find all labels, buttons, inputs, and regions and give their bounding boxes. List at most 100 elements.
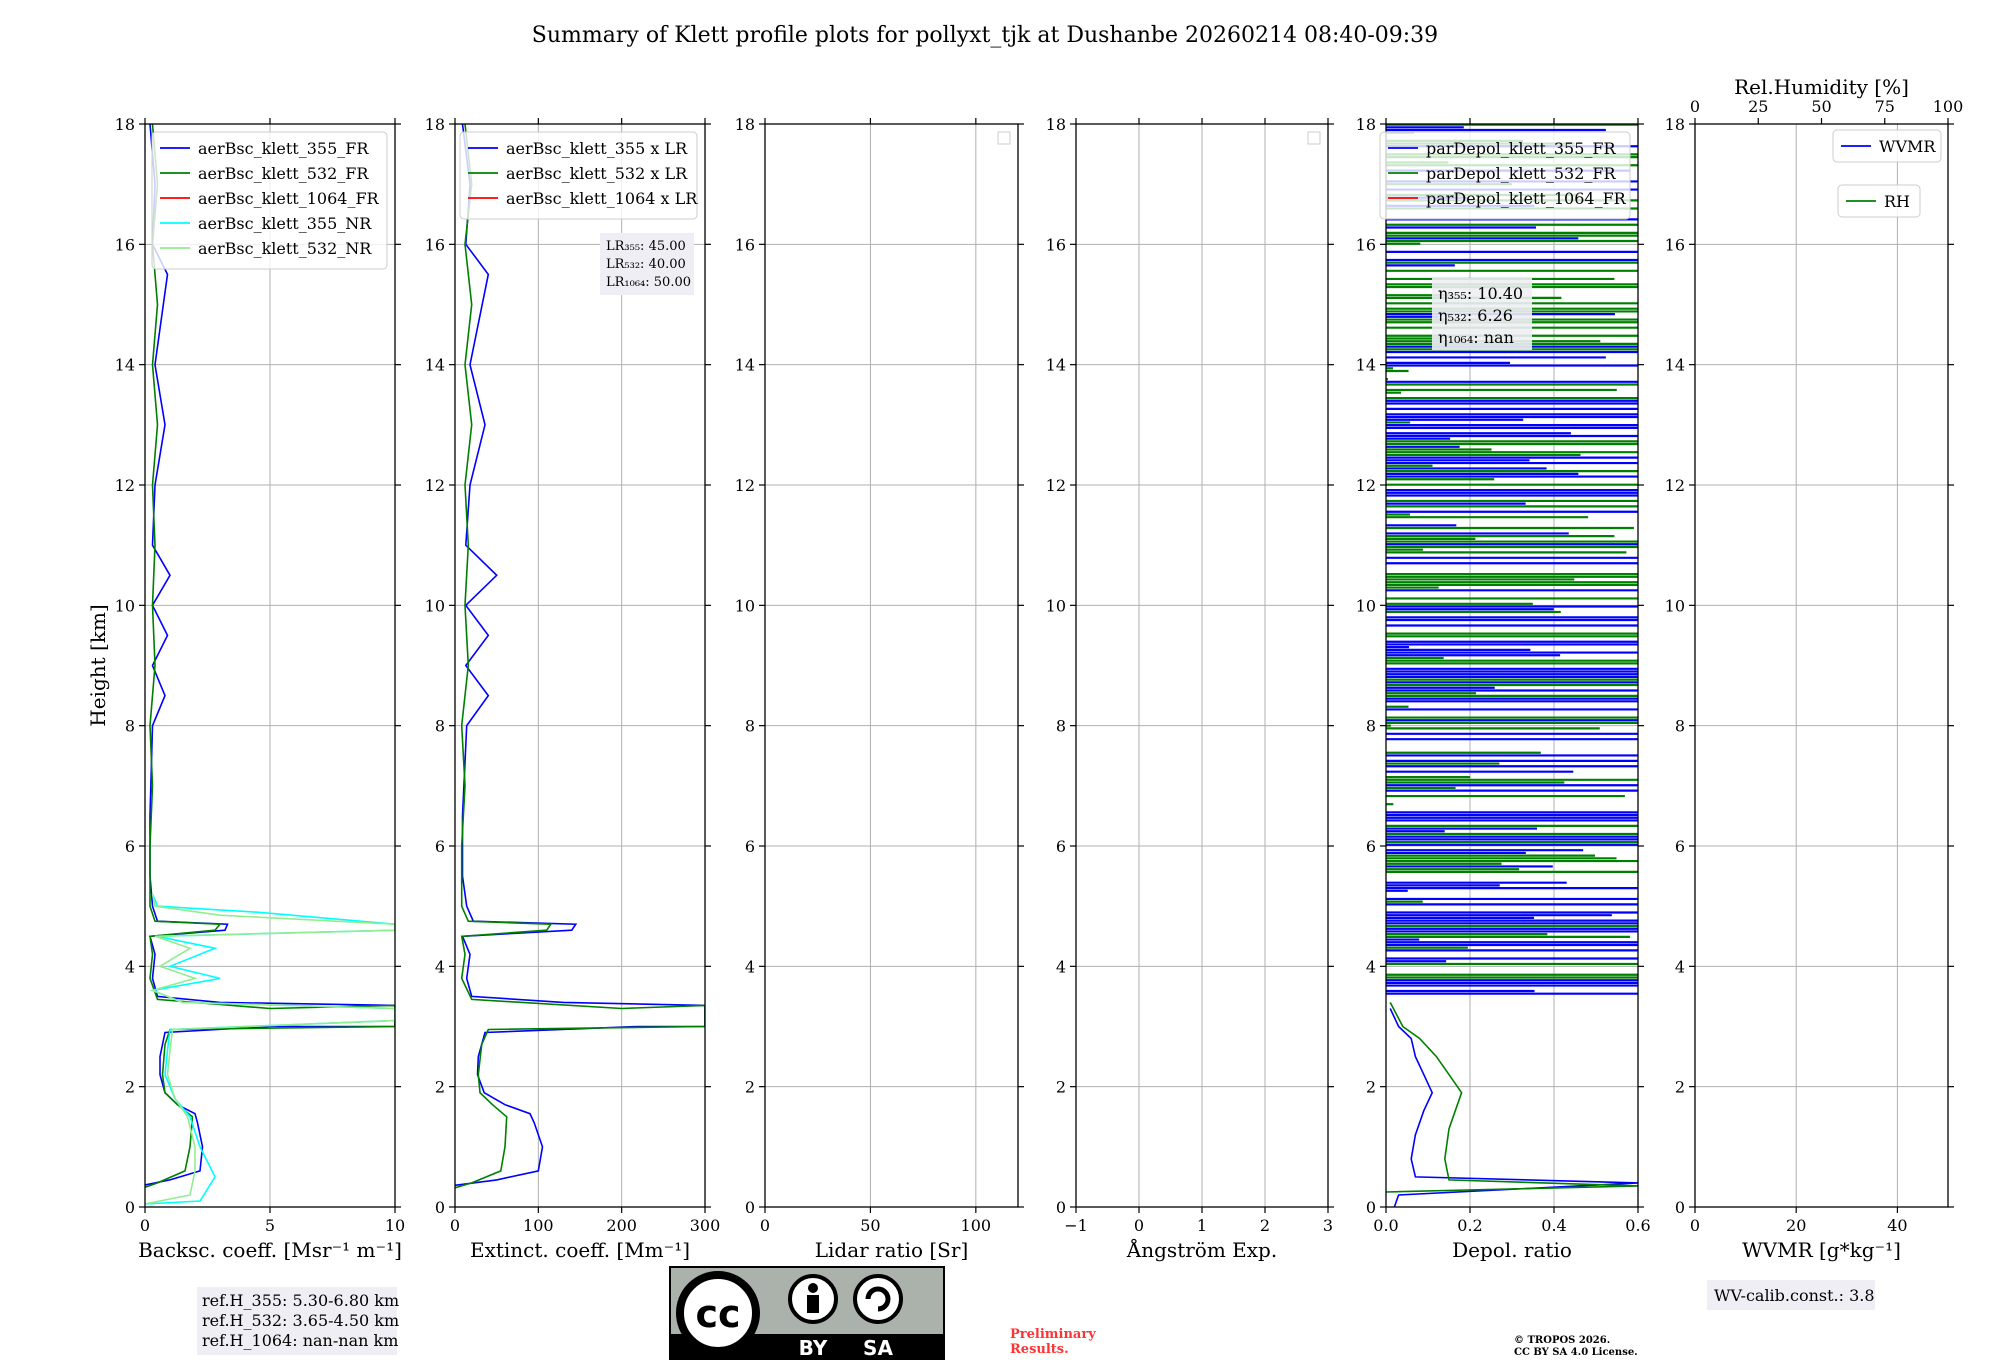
refh-annotation-box [197,1287,397,1355]
axes-frame [764,123,1019,1208]
y-tick-label: 4 [125,957,135,976]
preliminary-note: Results. [1010,1342,1069,1357]
lr-annotation-line: LR₃₅₅: 45.00 [606,239,686,254]
y-tick-label: 10 [1356,596,1376,615]
x-tick-label: 0.0 [1373,1216,1398,1235]
empty-legend-box [1307,131,1321,145]
top-x-axis-label: Rel.Humidity [%] [1734,75,1909,99]
legend-label: aerBsc_klett_532_FR [198,164,369,183]
x-tick-label: 0 [760,1216,770,1235]
legend-label: parDepol_klett_1064_FR [1426,189,1627,208]
legend-box [1837,184,1921,218]
series-aerBsc_klett_532 x LR [455,124,705,1189]
legend-label: aerBsc_klett_1064 x LR [506,189,698,208]
y-tick-label: 8 [1056,717,1066,736]
lr-annotation-box [600,233,694,295]
legend-label: aerBsc_klett_355 x LR [506,139,688,158]
series-aerBsc_klett_532_NR [145,893,395,1205]
y-tick-label: 14 [1665,356,1685,375]
y-tick-label: 12 [1356,476,1376,495]
panel-bsc: 0 5 10 0 2 4 6 8 10 12 14 16 18 Backsc. coeff. [Msr⁻¹… [86,115,405,1355]
panel-wv: 0 20 40 0 2 4 6 8 10 12 14 16 18 0 25 50 75 100 Rel.Humidi… [1665,75,1964,1310]
y-tick-label: 16 [1046,235,1066,254]
eta-annotation-line: η₃₅₅: 10.40 [1438,284,1523,303]
cc-mark: cc [695,1292,740,1336]
x-tick-label: 0 [450,1216,460,1235]
x-tick-label: 2 [1260,1216,1270,1235]
y-tick-label: 18 [1665,115,1685,134]
top-x-tick-label: 100 [1933,97,1964,116]
series-aerBsc_klett_355 x LR [455,124,705,1187]
x-tick-label: 3 [1323,1216,1333,1235]
legend-label: aerBsc_klett_532_NR [198,239,372,258]
y-tick-label: 8 [1366,717,1376,736]
x-tick-label: 20 [1786,1216,1806,1235]
empty-legend-box [997,131,1011,145]
y-tick-label: 8 [745,717,755,736]
legend-label: aerBsc_klett_1064_FR [198,189,380,208]
y-tick-label: 18 [115,115,135,134]
legend-label: parDepol_klett_532_FR [1426,164,1617,183]
cc-by-sa-badge: cc BY SA [669,1266,945,1360]
x-tick-label: 40 [1887,1216,1907,1235]
refh-annotation-line: ref.H_1064: nan-nan km [202,1331,398,1350]
legend-label: aerBsc_klett_355_FR [198,139,369,158]
x-tick-label: 100 [523,1216,554,1235]
y-tick-label: 0 [1056,1198,1066,1217]
y-tick-label: 0 [125,1198,135,1217]
legend-label: RH [1884,192,1910,211]
y-tick-label: 16 [425,235,445,254]
sa-arrow-icon [865,1286,891,1312]
x-axis-label: Backsc. coeff. [Msr⁻¹ m⁻¹] [138,1238,402,1262]
lr-annotation-line: LR₁₀₆₄: 50.00 [606,275,691,290]
y-tick-label: 16 [115,235,135,254]
top-x-tick-label: 0 [1690,97,1700,116]
x-axis-label: Extinct. coeff. [Mm⁻¹] [470,1238,690,1262]
series-group [455,124,705,1189]
wv-calib-text: WV-calib.const.: 3.8 [1714,1286,1875,1305]
x-axis-label: Ångström Exp. [1126,1237,1277,1262]
x-tick-label: 10 [385,1216,405,1235]
panel-depol: 0.0 0.2 0.4 0.6 0 2 4 6 8 10 12 14 16 18 Depol. ratio p… [1356,115,1651,1262]
legend-label: aerBsc_klett_355_NR [198,214,372,233]
y-tick-label: 2 [745,1078,755,1097]
eta-annotation-box [1432,278,1532,350]
y-tick-label: 6 [1056,837,1066,856]
axes-frame [1385,123,1639,1208]
refh-annotation-line: ref.H_532: 3.65-4.50 km [202,1311,399,1330]
y-tick-label: 0 [1366,1198,1376,1217]
cc-sa-label: SA [863,1336,893,1360]
legend-box [1379,131,1631,220]
copyright-note: © TROPOS 2026. [1514,1335,1610,1346]
x-tick-label: 100 [961,1216,992,1235]
x-tick-label: 0 [1134,1216,1144,1235]
y-tick-label: 12 [115,476,135,495]
preliminary-note: Preliminary [1010,1327,1096,1342]
y-tick-label: 2 [1675,1078,1685,1097]
x-axis-label: Depol. ratio [1452,1238,1572,1262]
panel-ext: 0 100 200 300 0 2 4 6 8 10 12 14 16 18 Extinct. coeff.… [425,115,721,1262]
y-tick-label: 10 [1665,596,1685,615]
y-tick-label: 14 [1356,356,1376,375]
axes-frame [1694,123,1949,1208]
y-tick-label: 6 [1366,837,1376,856]
y-tick-label: 12 [1665,476,1685,495]
y-tick-label: 14 [735,356,755,375]
y-tick-label: 8 [125,717,135,736]
y-tick-label: 4 [745,957,755,976]
wv-calib-box [1707,1280,1875,1310]
legend-label: aerBsc_klett_532 x LR [506,164,688,183]
y-tick-label: 14 [425,356,445,375]
y-tick-label: 4 [1675,957,1685,976]
legend-box [459,131,698,220]
y-tick-label: 4 [435,957,445,976]
y-tick-label: 0 [745,1198,755,1217]
series-aerBsc_klett_532_FR [145,124,395,1189]
lr-annotation-line: LR₅₃₂: 40.00 [606,257,686,272]
y-tick-label: 0 [1675,1198,1685,1217]
cc-circle [676,1271,760,1355]
y-tick-label: 6 [745,837,755,856]
